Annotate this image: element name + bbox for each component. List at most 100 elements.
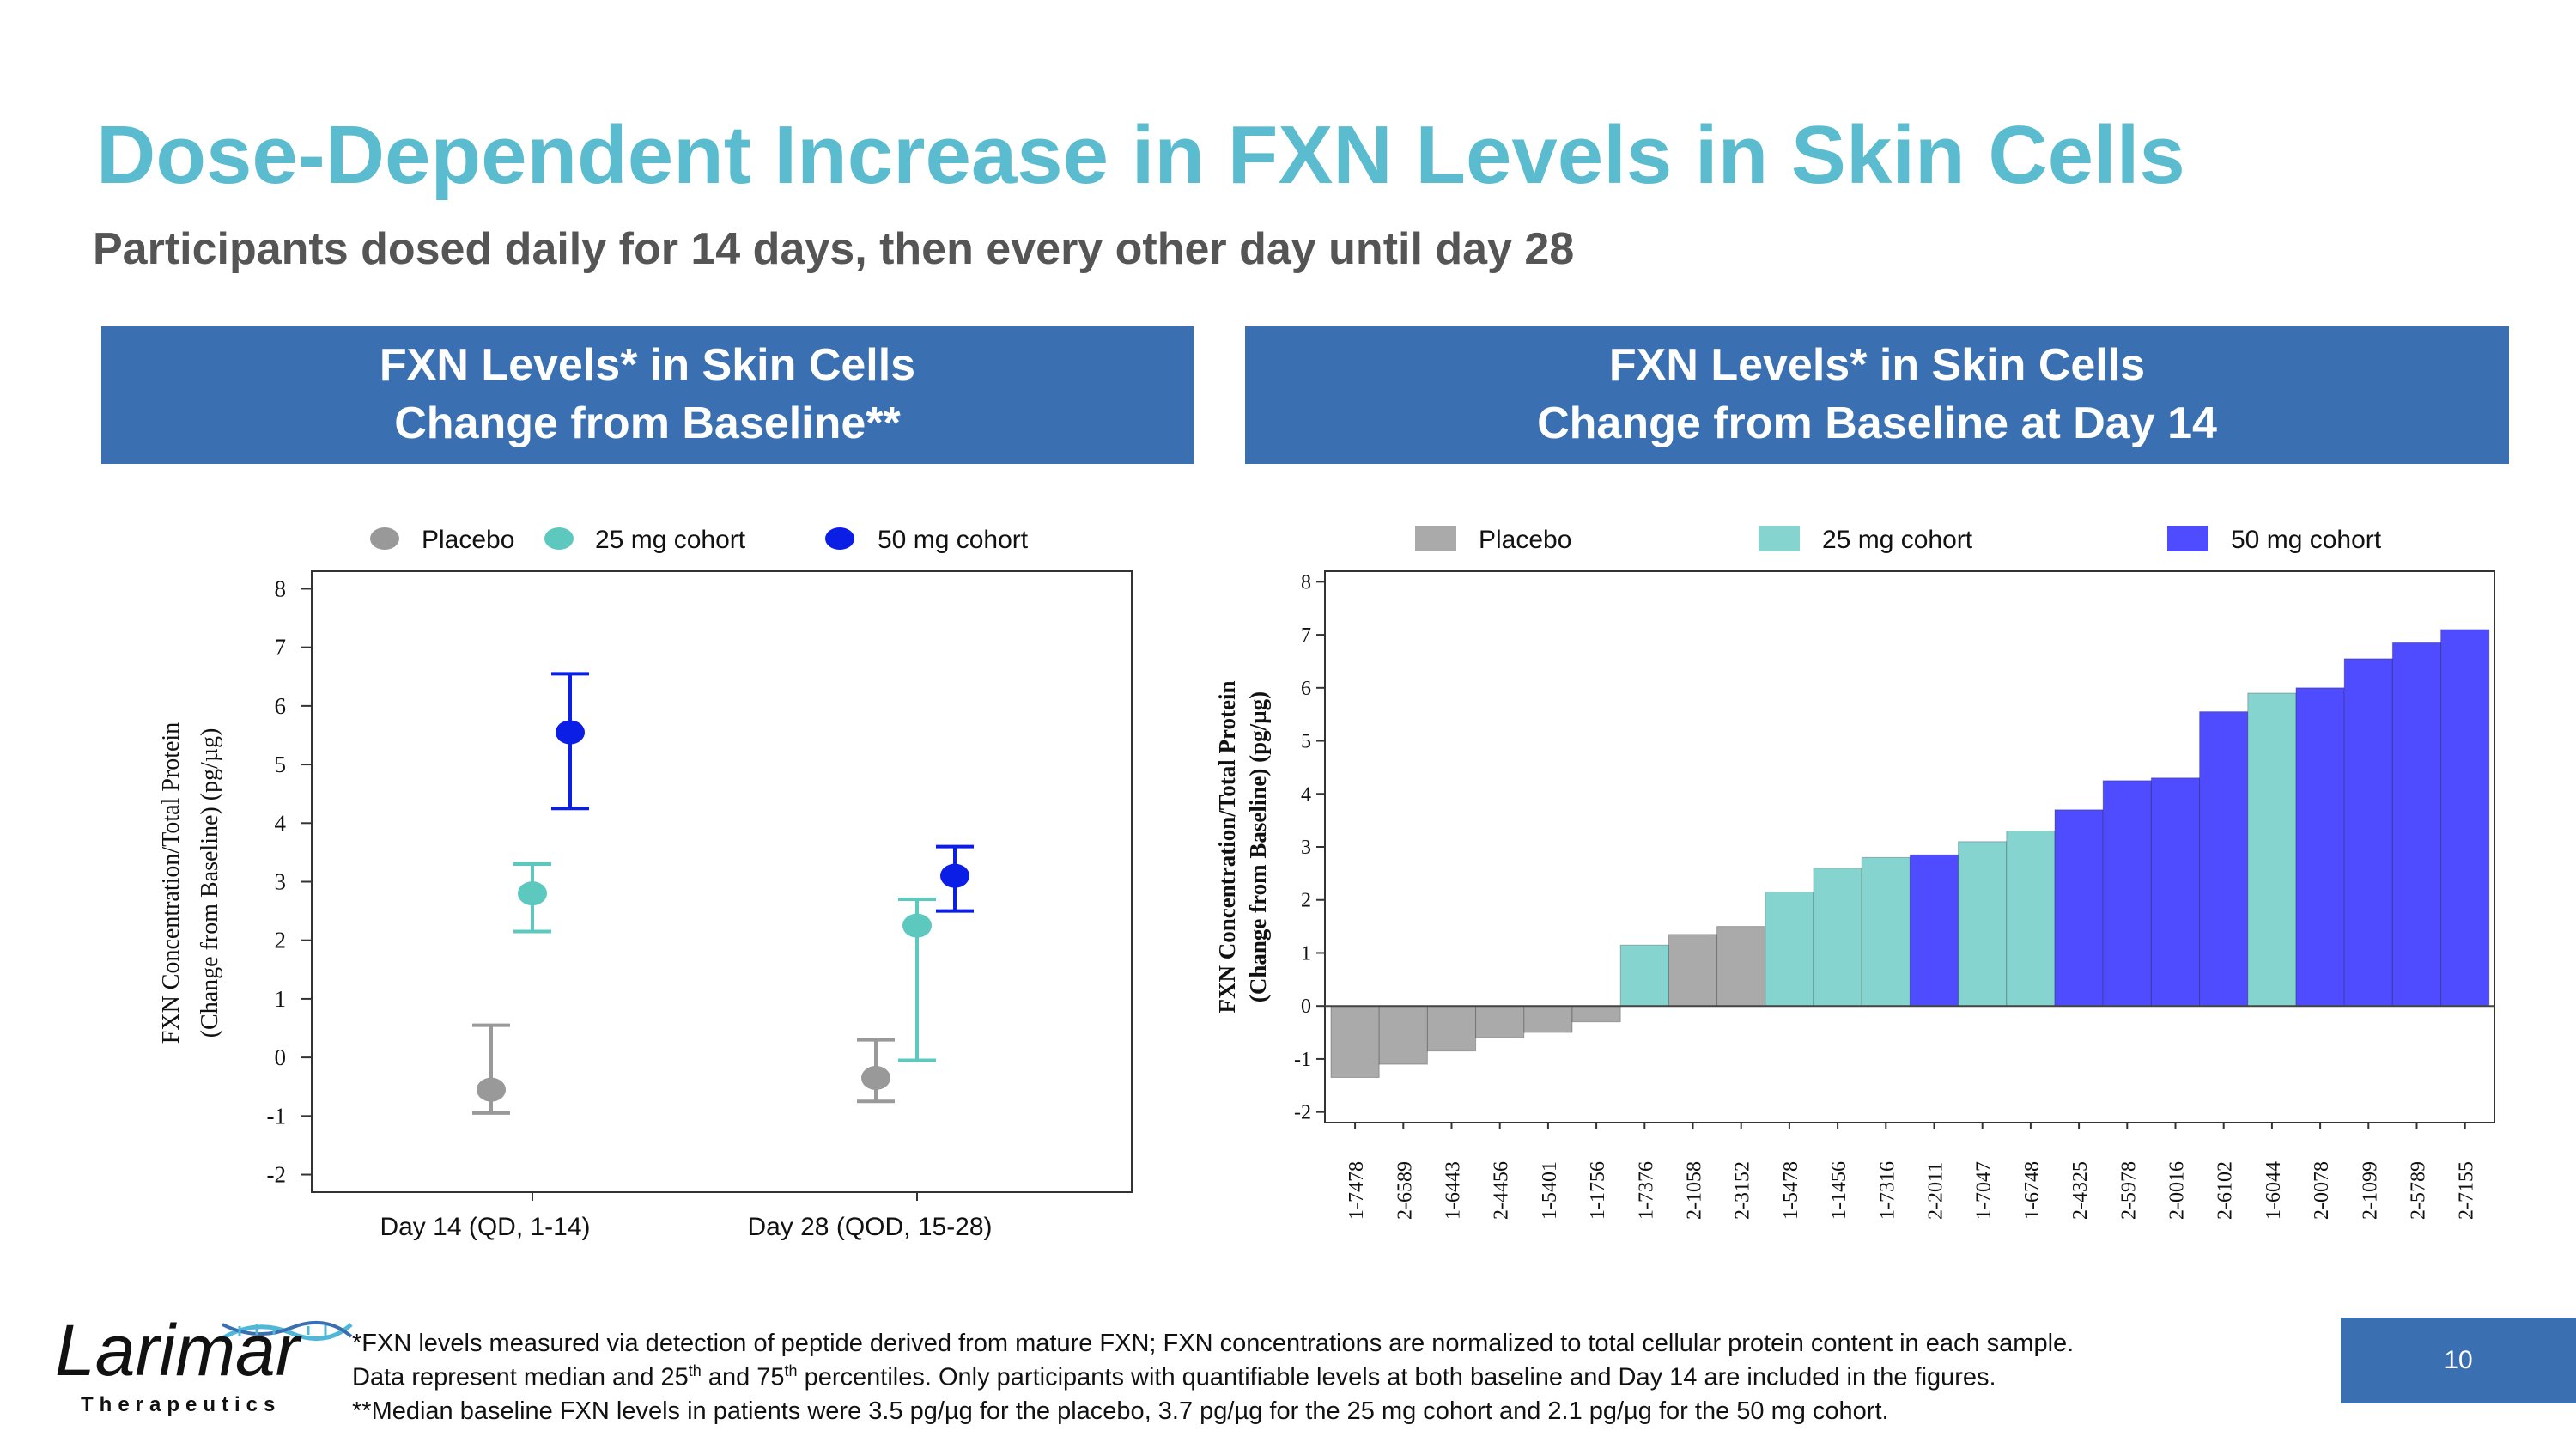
waterfall-x-tick-label: 2-1099 — [2359, 1161, 2381, 1220]
waterfall-x-tick-label: 1-6044 — [2263, 1161, 2285, 1220]
waterfall-bar — [2343, 658, 2393, 1007]
right-header-line2: Change from Baseline at Day 14 — [1537, 399, 2217, 448]
waterfall-bar — [2006, 830, 2056, 1007]
waterfall-bar — [1909, 854, 1959, 1007]
waterfall-x-tick-label: 2-0078 — [2311, 1161, 2333, 1220]
cohort50-bar-legend-swatch — [2167, 526, 2208, 551]
left-y-tick-label: 7 — [275, 635, 287, 661]
company-logo: Larimar Therapeutics — [55, 1314, 353, 1417]
waterfall-x-tick-label: 2-0016 — [2166, 1161, 2189, 1220]
left-header-line2: Change from Baseline** — [394, 399, 901, 448]
waterfall-x-tick-label: 2-7155 — [2456, 1161, 2478, 1220]
cohort25-bar-legend-label: 25 mg cohort — [1822, 526, 1973, 554]
placebo-median-point — [477, 1077, 506, 1102]
left-y-tick-label: 8 — [275, 575, 287, 601]
waterfall-x-tick-label: 2-5978 — [2117, 1161, 2140, 1220]
waterfall-bar — [1668, 934, 1718, 1007]
footnote-2-part-b: and 75 — [701, 1363, 785, 1391]
waterfall-bar — [2247, 692, 2297, 1007]
right-header-line1: FXN Levels* in Skin Cells — [1608, 340, 2146, 391]
cohort25-legend-marker — [544, 527, 574, 550]
right-y-tick-label: 7 — [1301, 624, 1311, 647]
waterfall-x-tick-label: 1-6443 — [1443, 1161, 1465, 1220]
waterfall-bar — [2391, 642, 2442, 1007]
waterfall-x-tick-label: 2-4325 — [2069, 1161, 2092, 1220]
cohort25-legend-label: 25 mg cohort — [595, 526, 746, 554]
waterfall-bar — [1861, 856, 1911, 1007]
cohort50-legend-label: 50 mg cohort — [878, 526, 1029, 554]
waterfall-x-tick-label: 2-4456 — [1491, 1161, 1513, 1220]
left-y-tick-label: 6 — [275, 693, 287, 719]
cohort50-median-point — [940, 863, 969, 888]
dna-helix-icon — [221, 1321, 353, 1341]
footnote-2: Data represent median and 25th and 75th … — [352, 1361, 2258, 1395]
right-y-tick-label: 3 — [1301, 837, 1311, 859]
waterfall-bar — [1330, 1005, 1380, 1079]
waterfall-bar — [2150, 777, 2201, 1007]
right-y-tick-label: 4 — [1301, 783, 1311, 806]
waterfall-bar — [2102, 780, 2152, 1007]
placebo-median-point — [861, 1065, 890, 1090]
waterfall-bar — [1958, 841, 2008, 1007]
waterfall-bar — [1426, 1005, 1477, 1052]
waterfall-x-tick-label: 1-7478 — [1346, 1161, 1368, 1220]
logo-tagline: Therapeutics — [81, 1393, 282, 1416]
waterfall-bar — [1378, 1005, 1428, 1065]
right-y-axis-label-line2: (Change from Baseline) (pg/µg) — [1245, 691, 1271, 1002]
waterfall-x-tick-label: 2-1058 — [1684, 1161, 1706, 1220]
cohort50-legend-marker — [825, 527, 854, 550]
left-x-tick-label: Day 14 (QD, 1-14) — [380, 1213, 590, 1241]
left-y-tick-label: 1 — [275, 986, 287, 1012]
waterfall-bar — [1475, 1005, 1525, 1038]
right-y-tick-label: 2 — [1301, 890, 1311, 912]
left-plot-frame — [311, 570, 1133, 1193]
right-y-tick-label: 0 — [1301, 995, 1311, 1018]
left-y-tick-label: 3 — [275, 869, 287, 895]
waterfall-bar — [2440, 629, 2490, 1007]
waterfall-x-tick-label: 2-3152 — [1732, 1161, 1754, 1220]
footnote-3: **Median baseline FXN levels in patients… — [352, 1397, 1889, 1425]
left-y-tick-label: 0 — [275, 1044, 287, 1070]
slide-subtitle: Participants dosed daily for 14 days, th… — [93, 224, 1575, 274]
placebo-bar-legend-label: Placebo — [1479, 526, 1571, 554]
waterfall-x-tick-label: 2-6102 — [2215, 1161, 2237, 1220]
waterfall-bar — [2295, 687, 2345, 1007]
waterfall-x-tick-label: 1-6748 — [2021, 1161, 2044, 1220]
waterfall-x-tick-label: 2-2011 — [1925, 1162, 1947, 1220]
waterfall-bar — [2054, 809, 2104, 1007]
left-y-axis-label-line1: FXN Concentration/Total Protein — [158, 722, 185, 1044]
cohort50-median-point — [556, 720, 585, 745]
placebo-legend-label: Placebo — [422, 526, 514, 554]
left-panel-header: FXN Levels* in Skin Cells Change from Ba… — [101, 326, 1194, 464]
left-y-tick-label: 2 — [275, 928, 287, 953]
footnote-1: *FXN levels measured via detection of pe… — [352, 1330, 2075, 1357]
page-number: 10 — [2341, 1318, 2576, 1403]
footnotes: *FXN levels measured via detection of pe… — [352, 1327, 2258, 1428]
cohort50-bar-legend-label: 50 mg cohort — [2231, 526, 2382, 554]
footnote-2-sup-1: th — [688, 1362, 702, 1380]
cohort25-median-point — [518, 881, 547, 906]
waterfall-x-tick-label: 2-6589 — [1394, 1161, 1416, 1220]
waterfall-x-tick-label: 1-7047 — [1973, 1161, 1996, 1220]
waterfall-x-tick-label: 1-1756 — [1587, 1161, 1609, 1220]
waterfall-x-tick-label: 1-7316 — [1876, 1161, 1899, 1220]
left-y-tick-label: 5 — [275, 752, 287, 777]
waterfall-x-tick-label: 1-1456 — [1828, 1161, 1850, 1220]
slide-title: Dose-Dependent Increase in FXN Levels in… — [96, 109, 2185, 201]
cohort25-bar-legend-swatch — [1759, 526, 1800, 551]
left-y-tick-label: -2 — [267, 1162, 287, 1188]
right-y-tick-label: 6 — [1301, 678, 1311, 700]
waterfall-x-tick-label: 1-7376 — [1635, 1161, 1657, 1220]
right-y-axis-label-line1: FXN Concentration/Total Protein — [1214, 681, 1240, 1014]
right-y-tick-label: -2 — [1294, 1102, 1311, 1124]
waterfall-bar — [1716, 926, 1766, 1007]
placebo-legend-marker — [370, 527, 399, 550]
right-y-tick-label: -1 — [1294, 1049, 1311, 1071]
waterfall-bar — [1765, 891, 1814, 1007]
footnote-2-part-c: percentiles. Only participants with quan… — [797, 1363, 1996, 1391]
waterfall-bar — [1619, 944, 1669, 1007]
left-header-line1: FXN Levels* in Skin Cells — [379, 340, 916, 391]
right-y-tick-label: 8 — [1301, 571, 1311, 594]
right-y-tick-label: 1 — [1301, 942, 1311, 965]
waterfall-x-tick-label: 1-5478 — [1780, 1161, 1802, 1220]
